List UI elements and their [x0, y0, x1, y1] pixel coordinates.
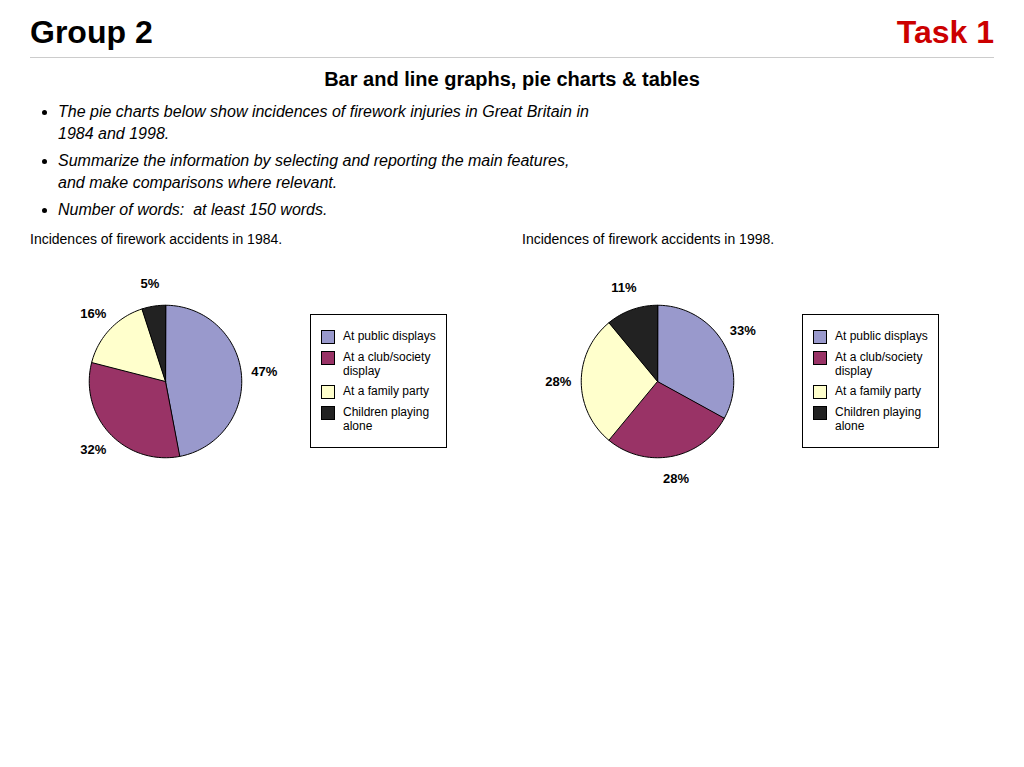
html-text:At a club/society display: At a club/society display: [835, 350, 923, 378]
svg-text:16%: 16%: [80, 306, 106, 321]
html-text:Number of words: at least 150: Number of words: at least 150 words.: [58, 201, 328, 219]
html-text:At public displays: At public displays: [835, 329, 928, 343]
svg-text:28%: 28%: [545, 374, 571, 389]
html-text:Group 2: Group 2: [30, 14, 153, 50]
html-text:Children playing alone: Children playing alone: [835, 405, 922, 433]
html-text:Incidences of firework acciden: Incidences of firework accidents in 1984…: [30, 231, 283, 247]
html-text:At a club/society display: At a club/society display: [343, 350, 431, 378]
html-text:At public displays: At public displays: [343, 329, 436, 343]
html-text:Children playing alone: Children playing alone: [343, 405, 430, 433]
html-text:At a family party: At a family party: [343, 384, 429, 398]
svg-text:33%: 33%: [730, 323, 756, 338]
html-text:Bar and line graphs, pie chart: Bar and line graphs, pie charts & tables: [324, 68, 700, 90]
svg-text:11%: 11%: [611, 280, 637, 295]
svg-text:32%: 32%: [80, 441, 106, 456]
html-text:At a family party: At a family party: [835, 384, 921, 398]
html-text:Incidences of firework acciden: Incidences of firework accidents in 1998…: [522, 231, 775, 247]
html-text:The pie charts below show inci: The pie charts below show incidences of …: [58, 103, 589, 142]
svg-text:5%: 5%: [141, 276, 160, 291]
svg-text:28%: 28%: [663, 471, 689, 486]
html-text:Summarize the information by s: Summarize the information by selecting a…: [58, 152, 570, 191]
svg-text:47%: 47%: [251, 364, 277, 379]
html-text:Task 1: Task 1: [896, 14, 994, 50]
